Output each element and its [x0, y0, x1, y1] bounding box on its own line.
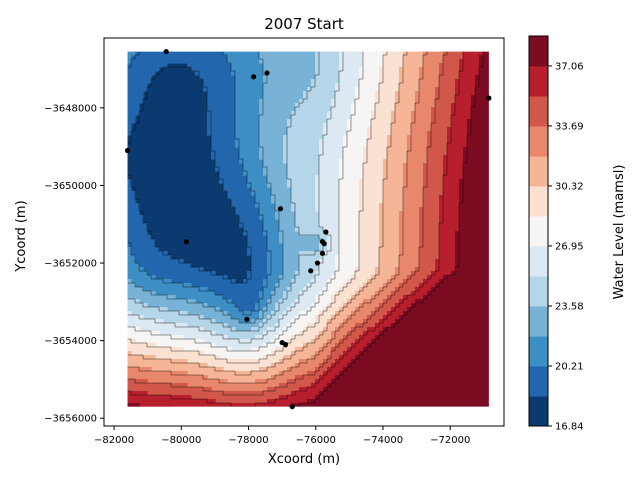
- y-tick-label: −3656000: [44, 414, 97, 425]
- well-point: [277, 206, 284, 212]
- contour-band-9: [127, 51, 444, 392]
- well-point: [321, 241, 327, 247]
- well-point: [282, 341, 289, 348]
- y-tick-label: −3652000: [44, 259, 97, 270]
- well-point: [308, 268, 314, 274]
- well-point: [250, 74, 257, 80]
- well-point: [124, 147, 131, 154]
- colorbar-band: [529, 96, 548, 127]
- y-tick-label: −3650000: [44, 181, 97, 192]
- y-axis-label: Ycoord (m): [14, 200, 29, 272]
- x-tick-label: −82000: [94, 435, 134, 446]
- colorbar-tick-label: 30.32: [555, 181, 584, 192]
- contour-fill-layer: [127, 51, 489, 407]
- contour-band-1: [127, 51, 268, 312]
- plot-frame: [103, 37, 505, 427]
- colorbar-band: [529, 276, 548, 307]
- colorbar-band: [529, 396, 548, 427]
- well-point: [183, 239, 189, 245]
- colorbar-band: [529, 185, 548, 217]
- chart-title: 2007 Start: [264, 15, 344, 33]
- well-point: [264, 70, 270, 76]
- contour-band-10: [127, 51, 464, 404]
- colorbar-tick-label: 16.84: [555, 422, 584, 433]
- contour-band-11: [127, 51, 484, 407]
- contour-band-12: [127, 51, 489, 407]
- colorbar-tick-label: 26.95: [555, 241, 584, 252]
- colorbar-tick-label: 37.06: [555, 61, 584, 72]
- contour-lines: [127, 51, 484, 407]
- colorbar-band: [529, 125, 548, 157]
- y-tick-label: −3654000: [44, 336, 97, 347]
- x-axis: −82000 −80000 −78000 −76000 −74000 −72000: [94, 426, 470, 446]
- colorbar-band: [529, 216, 548, 247]
- x-tick-label: −74000: [363, 435, 403, 446]
- x-tick-label: −80000: [161, 435, 201, 446]
- x-axis-label: Xcoord (m): [268, 452, 340, 467]
- contour-band-8: [127, 51, 424, 384]
- colorbar-tick-label: 20.21: [555, 361, 584, 372]
- contour-band-0: [127, 63, 252, 284]
- well-point: [289, 404, 295, 410]
- well-points-layer: [124, 48, 492, 410]
- contour-band-4: [127, 51, 340, 340]
- y-axis: −3656000 −3654000 −3652000 −3650000 −3648000: [44, 103, 104, 425]
- x-tick-label: −78000: [228, 435, 268, 446]
- colorbar: 16.84 20.21 23.58 26.95 30.32 33.69 37.06: [528, 35, 584, 433]
- colorbar-band: [529, 336, 548, 367]
- colorbar-band: [529, 156, 548, 187]
- well-point: [244, 316, 250, 322]
- x-tick-label: −72000: [430, 435, 470, 446]
- colorbar-label: Water Level (mamsl): [612, 165, 627, 300]
- colorbar-band: [529, 305, 548, 337]
- colorbar-tick-label: 23.58: [555, 301, 584, 312]
- colorbar-band: [529, 365, 548, 397]
- well-point: [319, 250, 326, 256]
- well-point: [323, 229, 329, 235]
- contour-band-2: [127, 51, 284, 324]
- contour-band-5: [127, 51, 364, 352]
- colorbar-band: [529, 36, 548, 67]
- colorbar-tick-label: 33.69: [555, 121, 584, 132]
- y-tick-label: −3648000: [44, 103, 97, 114]
- x-tick-label: −76000: [296, 435, 336, 446]
- well-point: [486, 95, 492, 101]
- contour-band-3: [127, 51, 324, 332]
- colorbar-band: [529, 245, 548, 277]
- colorbar-frame: [528, 35, 549, 427]
- colorbar-band: [529, 65, 548, 97]
- well-point: [163, 48, 169, 55]
- well-point: [314, 260, 321, 266]
